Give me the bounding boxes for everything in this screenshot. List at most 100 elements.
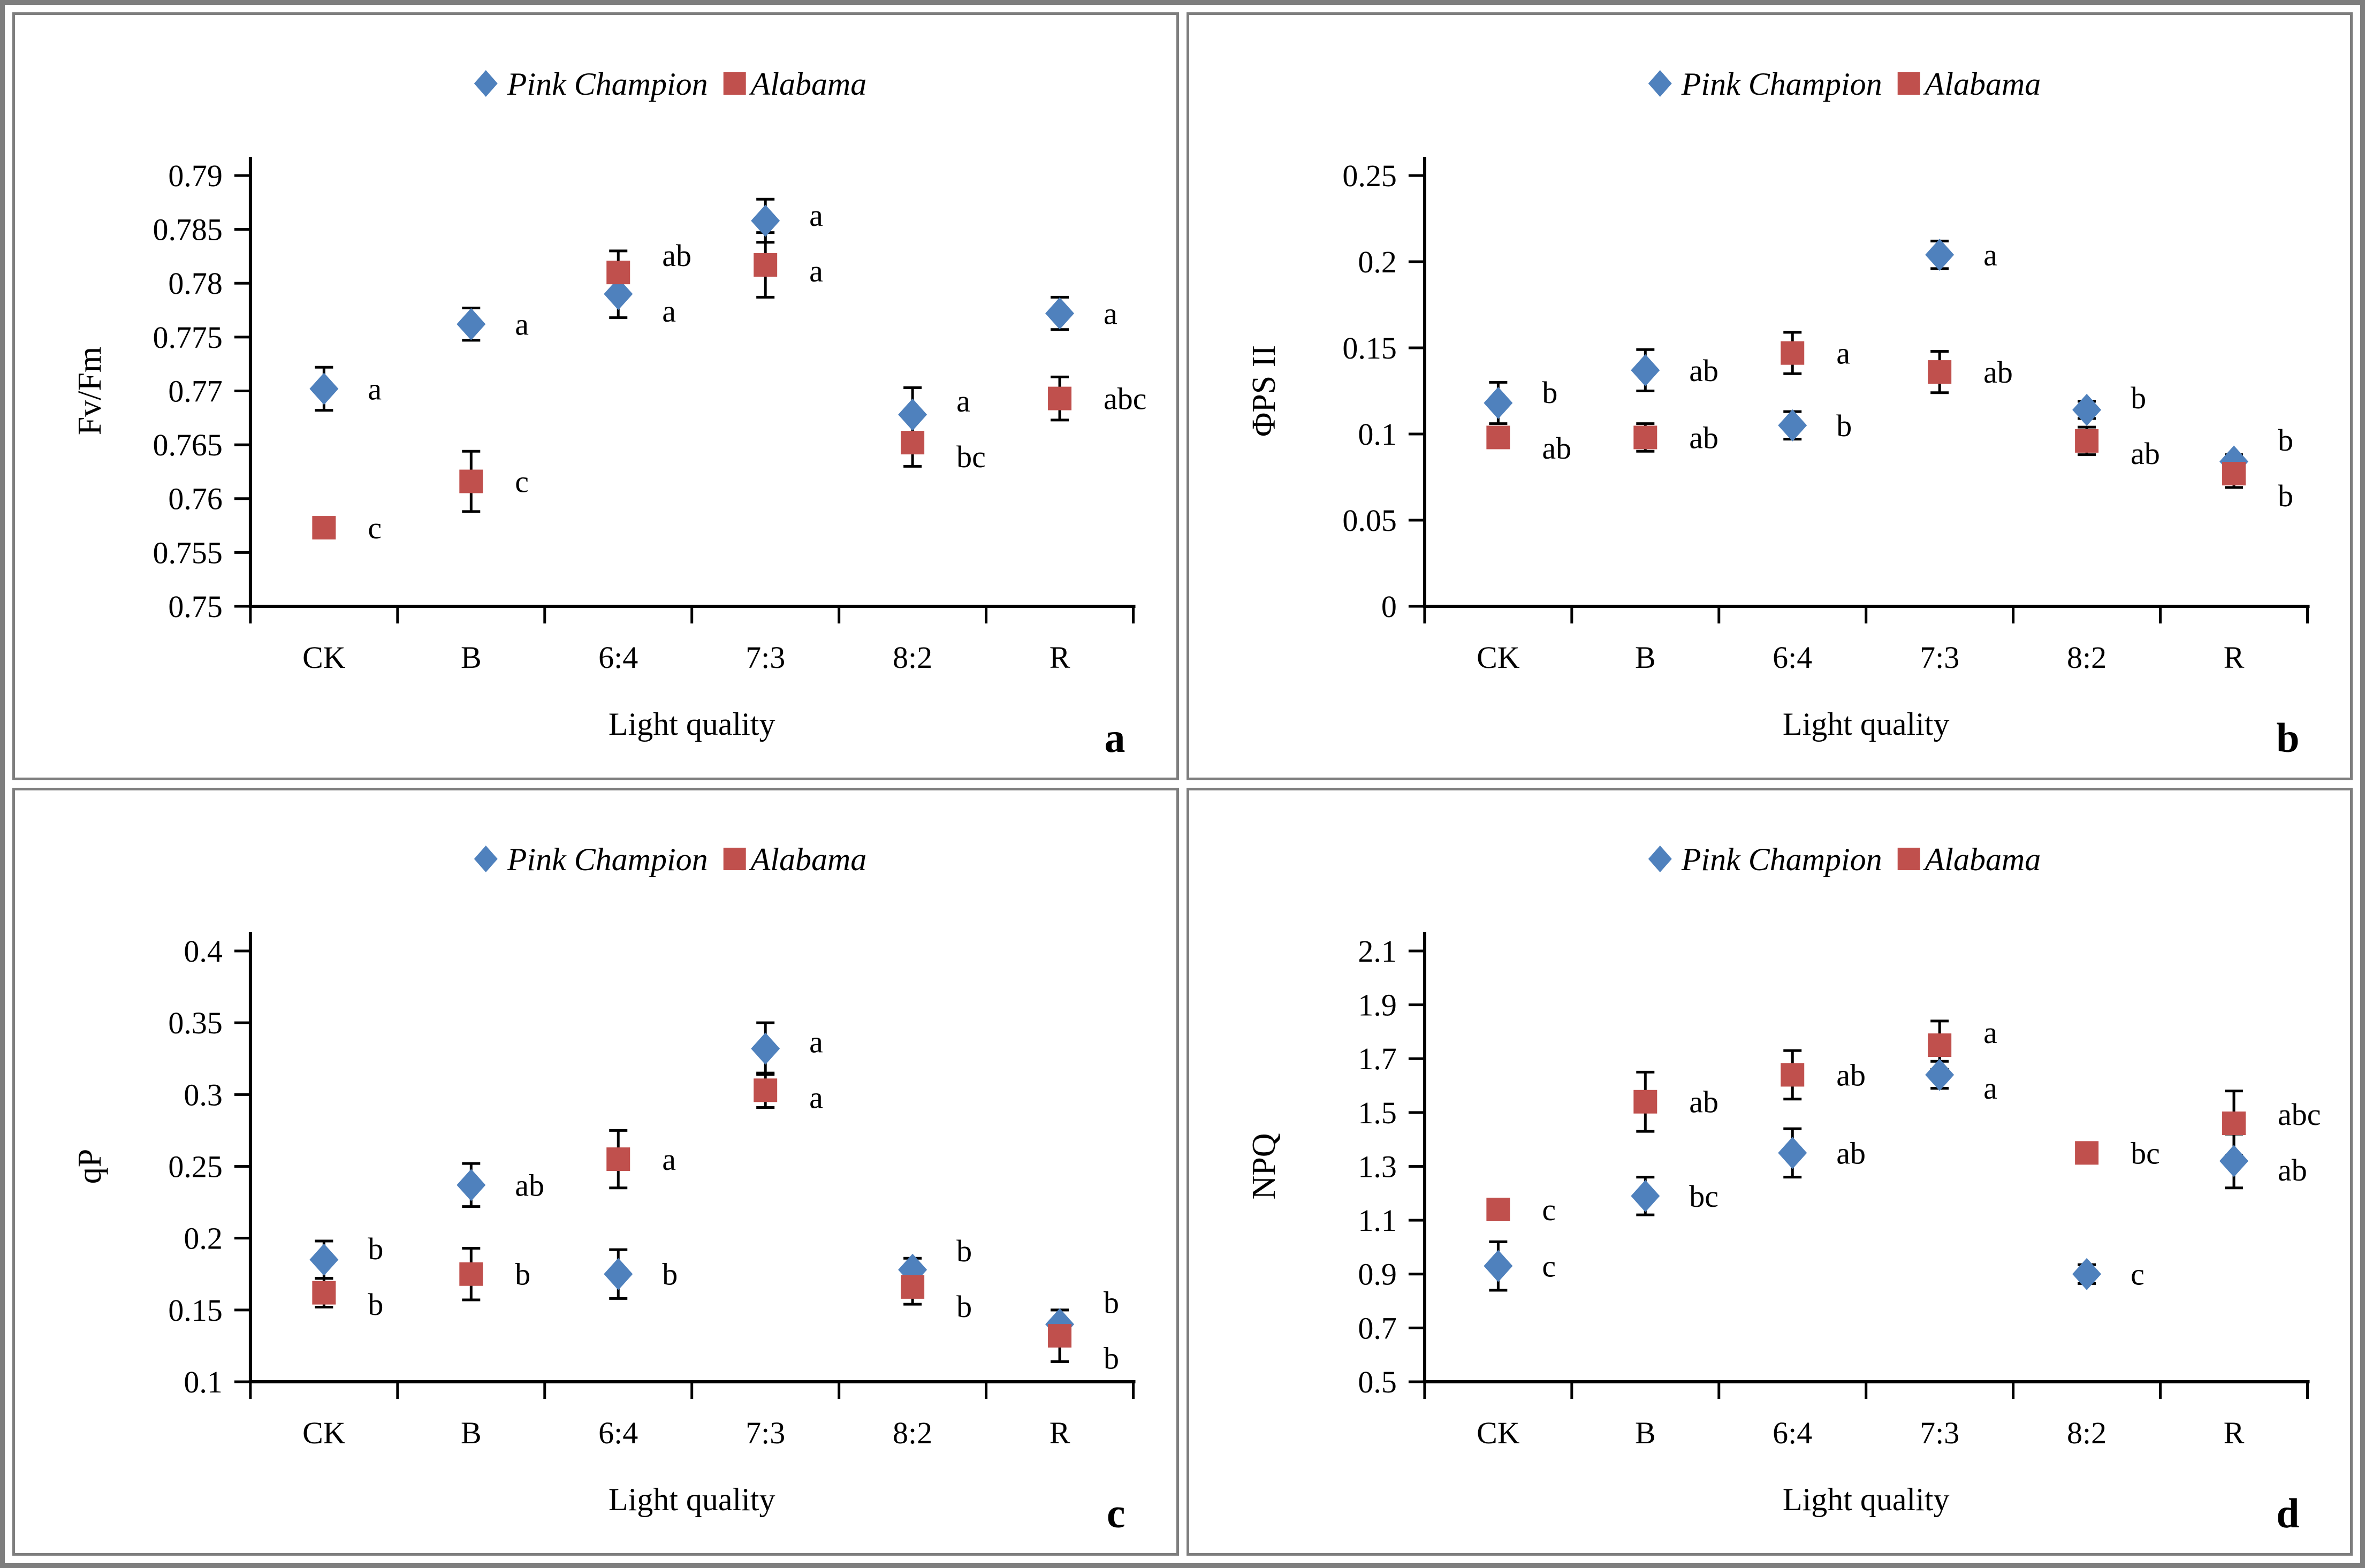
data-point-alabama (459, 469, 483, 493)
data-point-alabama (1048, 386, 1072, 410)
x-tick-label: CK (302, 1415, 346, 1450)
x-tick-label: R (2223, 640, 2244, 675)
y-tick-label: 0.3 (184, 1077, 222, 1112)
sig-letter: a (1983, 1015, 1997, 1050)
data-point-pink-champion (1630, 354, 1660, 386)
sig-letter: ab (1689, 353, 1718, 388)
data-point-pink-champion (1483, 1250, 1512, 1282)
y-tick-label: 0.35 (168, 1006, 222, 1040)
sig-letter: ab (1836, 1057, 1866, 1092)
data-point-pink-champion (751, 1032, 780, 1065)
panel-d: 0.5 0.7 0.9 1.1 1.3 1.5 1.7 1.9 2.1 CK B 6:4 7:3 8:2 R… (1186, 788, 2353, 1556)
x-axis-title: Light quality (609, 1482, 775, 1517)
data-point-pink-champion (1777, 1137, 1807, 1169)
data-point-alabama (1048, 1324, 1072, 1348)
data-point-alabama (754, 1078, 778, 1102)
x-tick-label: 8:2 (893, 640, 932, 675)
data-point-alabama (1927, 1033, 1951, 1057)
y-tick-label: 0.15 (1342, 331, 1396, 366)
legend-label-pink-champion: Pink Champion (507, 842, 708, 877)
y-axis-title: Fv/Fm (72, 347, 108, 435)
sig-letter: a (662, 294, 676, 329)
sig-letter: a (1983, 238, 1997, 272)
sig-letter: bc (2131, 1136, 2160, 1170)
y-tick-label: 2.1 (1358, 934, 1396, 969)
sig-letter: c (1542, 1249, 1556, 1284)
x-tick-label: B (461, 1415, 482, 1450)
sig-letter: b (1836, 408, 1852, 443)
legend-diamond-icon (474, 70, 498, 97)
legend-diamond-icon (474, 846, 498, 872)
data-point-alabama (312, 1281, 336, 1305)
data-point-pink-champion (2072, 1258, 2101, 1290)
x-tick-label: 7:3 (746, 1415, 785, 1450)
y-tick-label: 1.7 (1358, 1041, 1396, 1076)
sig-letter: bc (1689, 1179, 1718, 1214)
y-tick-label: 0.25 (1342, 158, 1396, 193)
data-point-pink-champion (1630, 1179, 1660, 1212)
sig-letter: ab (2131, 436, 2160, 471)
y-tick-label: 0.78 (168, 266, 222, 301)
panel-c-chart: 0.1 0.15 0.2 0.25 0.3 0.35 0.4 CK B 6:4 7:3 8:2 R Lig… (72, 842, 1136, 1536)
sig-letter: b (956, 1234, 972, 1268)
sig-letter: a (809, 254, 823, 288)
x-tick-label: 8:2 (2067, 1415, 2107, 1450)
x-tick-label: 8:2 (893, 1415, 932, 1450)
x-tick-label: 6:4 (1773, 1415, 1812, 1450)
legend: Pink Champion Alabama (1648, 842, 2041, 877)
x-tick-label: B (1634, 1415, 1655, 1450)
x-tick-label: R (2223, 1415, 2244, 1450)
data-point-pink-champion (1483, 387, 1512, 420)
legend-label-alabama: Alabama (749, 842, 867, 877)
sig-letter: a (515, 307, 529, 342)
x-tick-label: 6:4 (1773, 640, 1812, 675)
legend-square-icon (723, 72, 746, 95)
sig-letter: a (368, 371, 382, 406)
panel-b: 0 0.05 0.1 0.15 0.2 0.25 CK B 6:4 7:3 8:2 R Light qu… (1186, 12, 2353, 780)
x-tick-label: 6:4 (598, 1415, 638, 1450)
data-point-alabama (1486, 425, 1510, 450)
sig-letter: a (1983, 1071, 1997, 1106)
data-point-pink-champion (604, 278, 633, 310)
data-point-pink-champion (309, 372, 339, 405)
x-axis-title: Light quality (1782, 706, 1949, 742)
legend: Pink Champion Alabama (1648, 66, 2041, 102)
sig-letter: bc (956, 439, 986, 474)
y-axis-title: qP (72, 1149, 108, 1184)
sig-letter: c (515, 465, 529, 499)
y-tick-label: 0.15 (168, 1293, 222, 1328)
sig-letter: b (1104, 1341, 1119, 1375)
sig-letter: abc (1104, 382, 1146, 416)
sig-letter: ab (1836, 1136, 1866, 1170)
data-point-alabama (2074, 429, 2098, 453)
data-point-alabama (1486, 1198, 1510, 1221)
panel-a-chart: 0.75 0.755 0.76 0.765 0.77 0.775 0.78 0.785 0.79… (72, 66, 1147, 761)
y-tick-label: 1.3 (1358, 1149, 1396, 1184)
y-axis-title: ΦPS II (1245, 345, 1282, 437)
y-tick-label: 0.75 (168, 589, 222, 624)
legend-label-alabama: Alabama (1922, 66, 2041, 102)
x-axis-title: Light quality (609, 706, 775, 742)
panel-letter: b (2276, 715, 2299, 761)
x-axis-title: Light quality (1782, 1482, 1949, 1517)
data-point-pink-champion (1777, 409, 1807, 442)
x-tick-label: R (1050, 1415, 1070, 1450)
data-point-pink-champion (898, 398, 927, 431)
data-point-alabama (2222, 1112, 2246, 1135)
legend: Pink Champion Alabama (474, 66, 866, 102)
data-point-pink-champion (1925, 1059, 1954, 1091)
sig-letter: c (2131, 1257, 2145, 1292)
y-tick-label: 0.79 (168, 158, 222, 193)
y-tick-label: 0.5 (1358, 1365, 1396, 1399)
y-tick-label: 0.2 (184, 1221, 222, 1256)
x-tick-label: CK (1477, 640, 1520, 675)
data-point-alabama (606, 1147, 630, 1171)
y-tick-label: 1.1 (1358, 1203, 1396, 1238)
data-point-alabama (459, 1262, 483, 1286)
panel-letter: c (1107, 1490, 1126, 1536)
sig-letter: ab (1689, 420, 1718, 455)
data-point-alabama (754, 253, 778, 277)
data-point-alabama (1927, 360, 1951, 384)
sig-letter: a (956, 384, 970, 418)
x-tick-label: 7:3 (1920, 640, 1959, 675)
